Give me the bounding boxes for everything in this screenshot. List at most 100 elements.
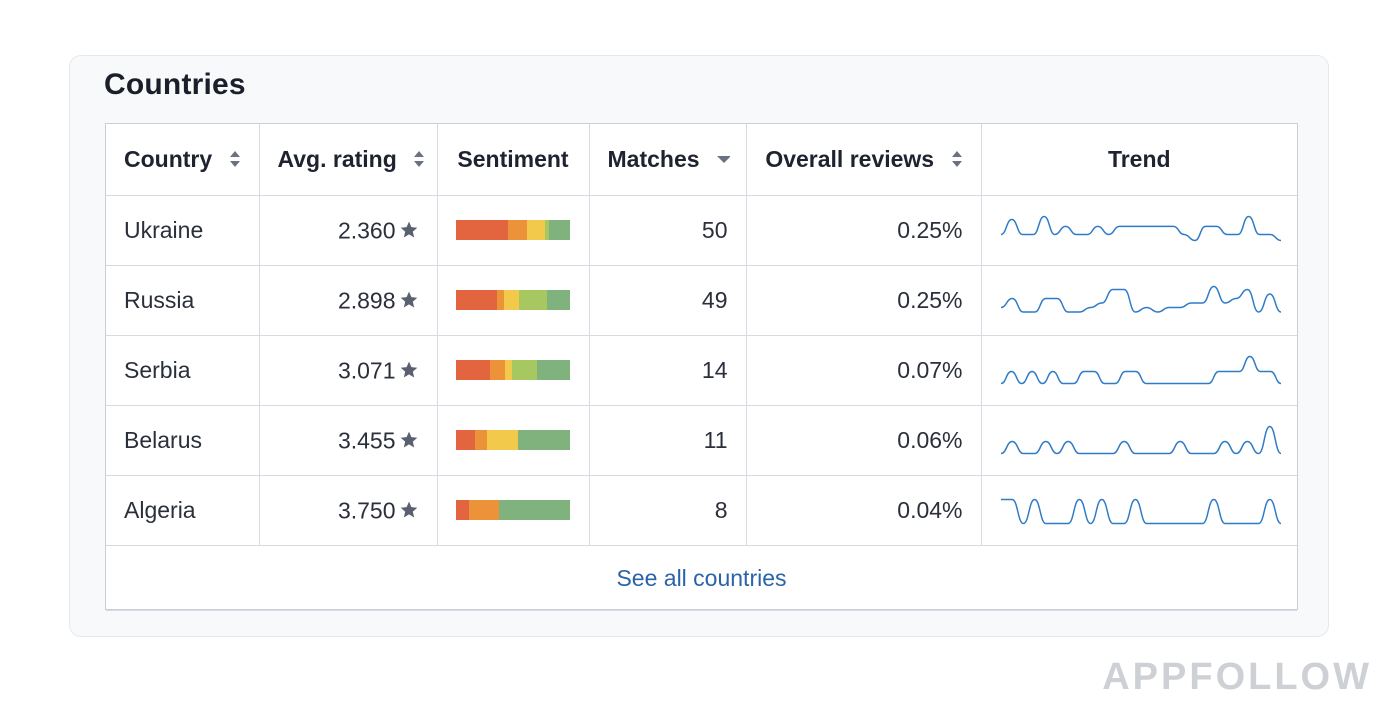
sentiment-bar xyxy=(455,360,571,380)
table-footer: See all countries xyxy=(106,545,1297,611)
sentiment-segment xyxy=(518,290,548,310)
sentiment-segment xyxy=(455,500,470,520)
sentiment-cell xyxy=(437,265,590,336)
overall-reviews-cell: 0.07% xyxy=(746,335,982,406)
rating-value: 2.898 xyxy=(337,287,396,314)
trend-cell xyxy=(981,265,1297,336)
trend-cell xyxy=(981,195,1297,266)
sort-arrows-icon[interactable] xyxy=(413,150,425,168)
trend-sparkline xyxy=(1000,215,1281,242)
sentiment-segment xyxy=(537,360,571,380)
matches-cell: 14 xyxy=(589,335,747,406)
rating-cell: 3.455 xyxy=(259,405,438,476)
star-icon xyxy=(400,291,417,308)
column-header-label: Matches xyxy=(607,145,700,172)
rating-value: 3.455 xyxy=(337,427,396,454)
sentiment-segment xyxy=(517,430,571,450)
column-header-overall-reviews[interactable]: Overall reviews xyxy=(746,124,982,196)
sentiment-bar xyxy=(455,500,571,520)
card-title: Countries xyxy=(104,68,246,101)
column-header-rating[interactable]: Avg. rating xyxy=(259,124,438,196)
star-icon xyxy=(400,431,417,448)
sentiment-segment xyxy=(504,360,512,380)
trend-sparkline xyxy=(1000,425,1281,455)
sentiment-segment xyxy=(496,290,504,310)
star-icon xyxy=(400,221,417,238)
trend-line xyxy=(1000,285,1281,313)
caret-down-icon[interactable] xyxy=(716,150,730,168)
country-cell: Russia xyxy=(106,265,260,336)
sort-arrows-icon[interactable] xyxy=(229,150,241,168)
sentiment-cell xyxy=(437,475,590,546)
matches-cell: 50 xyxy=(589,195,747,266)
star-icon xyxy=(400,361,417,378)
sort-arrows-icon[interactable] xyxy=(951,150,963,168)
table-header-row: Country Avg. rating xyxy=(106,124,1297,196)
trend-line xyxy=(1000,425,1281,455)
sentiment-segment xyxy=(469,500,500,520)
matches-cell: 8 xyxy=(589,475,747,546)
trend-cell xyxy=(981,475,1297,546)
appfollow-watermark-logo: APPFOLLOW xyxy=(1102,656,1372,698)
column-header-country[interactable]: Country xyxy=(106,124,260,196)
sentiment-segment xyxy=(455,220,509,240)
countries-table: Country Avg. rating xyxy=(106,124,1297,611)
sentiment-segment xyxy=(490,360,505,380)
sentiment-segment xyxy=(511,360,538,380)
sentiment-segment xyxy=(548,220,571,240)
sentiment-segment xyxy=(475,430,487,450)
overall-reviews-cell: 0.04% xyxy=(746,475,982,546)
countries-card: Countries Country xyxy=(69,55,1329,637)
see-all-countries-link[interactable]: See all countries xyxy=(616,564,787,591)
rating-value: 3.071 xyxy=(337,357,396,384)
table-footer-row: See all countries xyxy=(106,545,1297,611)
table-row: Belarus 3.455 11 0.06% xyxy=(106,405,1297,476)
column-header-label: Country xyxy=(124,145,213,172)
sentiment-segment xyxy=(526,220,546,240)
column-header-label: Overall reviews xyxy=(765,145,935,172)
table-row: Ukraine 2.360 50 0.25% xyxy=(106,195,1297,266)
trend-sparkline xyxy=(1000,498,1281,525)
country-cell: Algeria xyxy=(106,475,260,546)
trend-cell xyxy=(981,405,1297,476)
overall-reviews-cell: 0.25% xyxy=(746,195,982,266)
matches-cell: 11 xyxy=(589,405,747,476)
rating-cell: 3.071 xyxy=(259,335,438,406)
trend-line xyxy=(1000,498,1281,525)
sentiment-segment xyxy=(455,430,476,450)
sentiment-segment xyxy=(503,290,519,310)
column-header-matches[interactable]: Matches xyxy=(589,124,747,196)
column-header-label: Sentiment xyxy=(457,145,569,172)
star-icon xyxy=(400,501,417,518)
table-body: Ukraine 2.360 50 0.25% Russia 2.898 49 0.25% Ser… xyxy=(106,195,1297,546)
sentiment-cell xyxy=(437,195,590,266)
sentiment-bar xyxy=(455,220,571,240)
column-header-label: Avg. rating xyxy=(277,145,397,172)
trend-cell xyxy=(981,335,1297,406)
table-row: Russia 2.898 49 0.25% xyxy=(106,265,1297,336)
table-row: Serbia 3.071 14 0.07% xyxy=(106,335,1297,406)
rating-value: 2.360 xyxy=(337,217,396,244)
sentiment-cell xyxy=(437,335,590,406)
column-header-trend: Trend xyxy=(981,124,1297,196)
overall-reviews-cell: 0.25% xyxy=(746,265,982,336)
sentiment-segment xyxy=(547,290,571,310)
trend-line xyxy=(1000,355,1281,385)
countries-table-wrapper: Country Avg. rating xyxy=(105,123,1298,611)
rating-value: 3.750 xyxy=(337,497,396,524)
country-cell: Ukraine xyxy=(106,195,260,266)
sentiment-segment xyxy=(499,500,571,520)
sentiment-cell xyxy=(437,405,590,476)
sentiment-segment xyxy=(545,220,549,240)
column-header-sentiment: Sentiment xyxy=(437,124,590,196)
column-header-label: Trend xyxy=(1107,145,1171,172)
rating-cell: 3.750 xyxy=(259,475,438,546)
table-row: Algeria 3.750 8 0.04% xyxy=(106,475,1297,546)
sentiment-segment xyxy=(455,360,490,380)
country-cell: Belarus xyxy=(106,405,260,476)
matches-cell: 49 xyxy=(589,265,747,336)
sentiment-segment xyxy=(455,290,497,310)
trend-line xyxy=(1000,215,1281,242)
trend-sparkline xyxy=(1000,355,1281,385)
trend-sparkline xyxy=(1000,285,1281,313)
